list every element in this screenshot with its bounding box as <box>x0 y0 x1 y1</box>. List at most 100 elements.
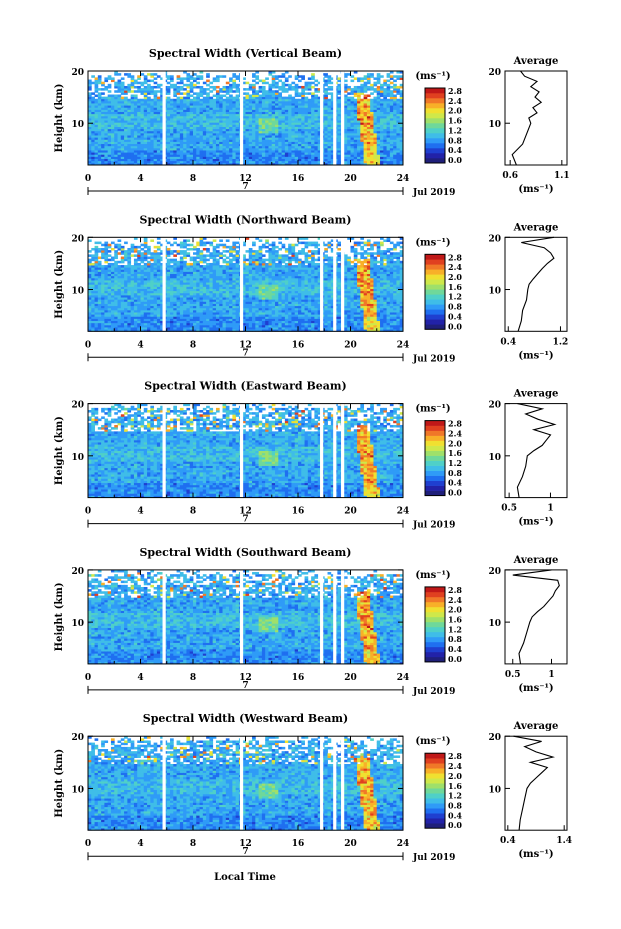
heatmap-cell <box>209 82 213 85</box>
heatmap-cell <box>236 84 240 87</box>
heatmap-cell <box>390 75 394 78</box>
heatmap-cell <box>170 244 174 247</box>
heatmap-cell <box>390 86 394 89</box>
heatmap-cell <box>232 80 236 83</box>
heatmap-cell <box>396 75 400 78</box>
heatmap-cell <box>308 82 312 85</box>
heatmap-cell <box>111 77 115 80</box>
heatmap-cell <box>141 82 145 85</box>
data-gap <box>240 71 243 165</box>
heatmap-cell <box>173 259 177 262</box>
heatmap-cell <box>373 77 377 80</box>
heatmap-cell <box>373 88 377 91</box>
heatmap-cell <box>265 90 269 93</box>
heatmap-cell <box>278 92 282 95</box>
heatmap-cell <box>111 95 115 98</box>
heatmap-cell <box>396 86 400 89</box>
heatmap-cell <box>177 250 181 253</box>
colorbar-tick-label: 2.8 <box>448 86 462 96</box>
heatmap-cell <box>111 263 115 266</box>
heatmap-cell <box>209 97 213 100</box>
heatmap-cell <box>183 250 187 253</box>
heatmap-cells <box>88 237 403 331</box>
heatmap-cell <box>157 84 161 87</box>
heatmap-cell <box>393 95 397 98</box>
heatmap-cell <box>328 99 332 102</box>
heatmap-cell <box>370 92 374 95</box>
heatmap-cell <box>154 250 158 253</box>
heatmap-cell <box>141 73 145 76</box>
heatmap-cell <box>278 80 282 83</box>
heatmap-cell <box>141 252 145 255</box>
average-title: Average <box>513 56 559 67</box>
heatmap-cell <box>124 265 128 268</box>
heatmap-cell <box>324 80 328 83</box>
panel-title: Spectral Width (Northward Beam) <box>140 213 352 226</box>
heatmap-cell <box>308 92 312 95</box>
heatmap-cell <box>170 265 174 268</box>
heatmap-cell <box>354 86 358 89</box>
heatmap-cell <box>367 86 371 89</box>
heatmap-cell <box>108 250 112 253</box>
heatmap-cell <box>95 99 99 102</box>
heatmap-cell <box>108 75 112 78</box>
heatmap-cell <box>157 242 161 245</box>
heatmap-cell <box>249 84 253 87</box>
heatmap-cell <box>206 84 210 87</box>
heatmap-cell <box>98 92 102 95</box>
heatmap-cell <box>387 73 391 76</box>
heatmap-cell <box>118 261 122 264</box>
heatmap-cell <box>255 75 259 78</box>
heatmap-cell <box>190 257 194 260</box>
heatmap-cell <box>314 84 318 87</box>
heatmap-cell <box>170 99 174 102</box>
heatmap-cell <box>308 77 312 80</box>
heatmap-cell <box>157 90 161 93</box>
heatmap-cell <box>298 75 302 78</box>
heatmap-cell <box>364 95 368 98</box>
heatmap-cell <box>170 75 174 78</box>
average-frame <box>505 71 567 165</box>
heatmap-cell <box>88 254 92 257</box>
heatmap-cell <box>134 80 138 83</box>
heatmap-cell <box>232 90 236 93</box>
heatmap-cell <box>380 84 384 87</box>
heatmap-cell <box>282 97 286 100</box>
heatmap-cell <box>137 246 141 249</box>
heatmap-cell <box>252 84 256 87</box>
heatmap-cell <box>147 257 151 260</box>
heatmap-cell <box>275 75 279 78</box>
heatmap-cells <box>88 71 403 165</box>
colorbar-tick-label: 2.0 <box>448 106 462 116</box>
heatmap-cell <box>124 73 128 76</box>
heatmap-cell <box>396 99 400 102</box>
heatmap-cell <box>98 242 102 245</box>
colorbar-segment <box>425 133 445 138</box>
heatmap-cell <box>147 73 151 76</box>
heatmap-cell <box>154 90 158 93</box>
heatmap-cell <box>108 84 112 87</box>
colorbar-segment <box>425 143 445 148</box>
average-x-axis-label: (ms⁻¹) <box>518 184 553 195</box>
colorbar-tick-label: 0.0 <box>448 155 462 165</box>
heatmap-cell <box>311 82 315 85</box>
heatmap-cell <box>150 239 154 242</box>
heatmap-cell <box>360 99 364 102</box>
heatmap-cell <box>393 80 397 83</box>
heatmap-cell <box>177 244 181 247</box>
heatmap-cell <box>288 84 292 87</box>
heatmap-cell <box>275 82 279 85</box>
heatmap-cell <box>236 95 240 98</box>
heatmap-cell <box>357 86 361 89</box>
heatmap-cell <box>111 242 115 245</box>
heatmap-cell <box>206 88 210 91</box>
heatmap-cell <box>200 86 204 89</box>
heatmap-cell <box>216 86 220 89</box>
heatmap-cell <box>288 95 292 98</box>
heatmap-cell <box>104 265 108 268</box>
heatmap-cell <box>206 80 210 83</box>
heatmap-cell <box>298 86 302 89</box>
heatmap-cell <box>213 86 217 89</box>
heatmap-cell <box>177 261 181 264</box>
heatmap-cell <box>173 250 177 253</box>
